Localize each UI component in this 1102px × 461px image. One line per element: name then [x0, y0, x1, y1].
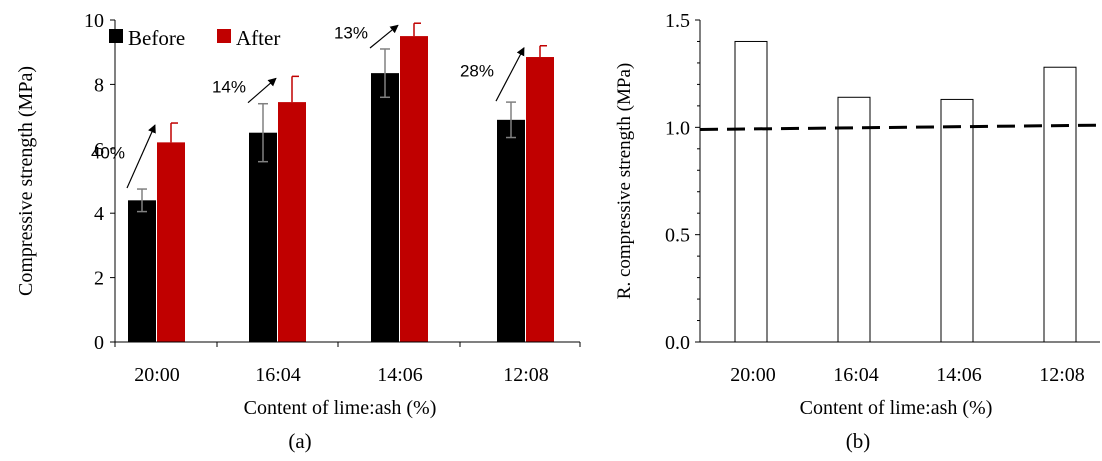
b-bar — [1043, 66, 1077, 343]
chart-panel-a: 40% 14% 13% 28% 0 2 4 6 8 10 20:00 16:04 14:06 12:0… — [15, 10, 581, 453]
b-y-tick-label: 1.0 — [665, 117, 690, 139]
a-increase-label: 28% — [460, 61, 494, 80]
legend-swatch-before — [109, 29, 123, 43]
a-y-tick-label: 2 — [94, 268, 104, 290]
a-x-tick-label: 16:04 — [255, 364, 301, 386]
b-bar — [734, 40, 768, 343]
b-bar — [940, 98, 974, 343]
b-reference-line — [699, 123, 1101, 131]
a-x-tick-label: 12:08 — [503, 364, 549, 386]
b-y-tick-label: 0.0 — [665, 332, 690, 354]
a-increase-arrow — [369, 24, 399, 49]
b-x-tick-label: 14:06 — [936, 364, 982, 386]
a-y-tick-label: 0 — [94, 332, 104, 354]
a-bar-before — [371, 73, 399, 342]
b-bars — [734, 40, 1077, 343]
a-y-tick-label: 8 — [94, 74, 104, 96]
b-y-tick-labels: 0.0 0.5 1.0 1.5 — [665, 10, 700, 354]
a-bar-after — [400, 36, 428, 342]
b-y-tick-label: 1.5 — [665, 10, 690, 32]
a-bar-after — [278, 102, 306, 342]
chart-panel-b: 0.0 0.5 1.0 1.5 20:00 16:04 14:06 12:08 R. com… — [614, 10, 1101, 453]
a-bar-after — [157, 142, 185, 342]
a-legend: Before After — [109, 26, 280, 50]
b-x-tick-label: 16:04 — [833, 364, 879, 386]
b-bar — [837, 96, 871, 343]
a-y-tick-labels: 0 2 4 6 8 10 — [84, 10, 115, 354]
a-y-tick-label: 6 — [94, 139, 104, 161]
a-x-axis-title: Content of lime:ash (%) — [244, 397, 437, 419]
a-increase-arrow — [495, 47, 525, 102]
a-bar-after — [526, 57, 554, 342]
a-y-tick-label: 10 — [84, 10, 104, 32]
a-x-tick-label: 20:00 — [134, 364, 180, 386]
legend-label-before: Before — [128, 26, 185, 50]
a-bar-before — [128, 200, 156, 342]
b-x-axis-title: Content of lime:ash (%) — [800, 397, 993, 419]
b-y-tick-label: 0.5 — [665, 225, 690, 247]
a-x-tick-labels: 20:00 16:04 14:06 12:08 — [114, 342, 581, 386]
a-x-tick-label: 14:06 — [377, 364, 423, 386]
legend-swatch-after — [217, 29, 231, 43]
b-x-tick-label: 12:08 — [1039, 364, 1085, 386]
a-error-bars — [137, 22, 547, 213]
b-y-axis-title: R. compressive strength (MPa) — [614, 63, 635, 299]
a-increase-arrow — [247, 77, 277, 104]
b-panel-label: (b) — [846, 429, 871, 453]
legend-label-after: After — [236, 26, 280, 50]
a-increase-label: 40% — [91, 144, 125, 163]
a-increase-label: 13% — [334, 24, 368, 43]
a-y-tick-label: 4 — [94, 203, 104, 225]
a-increase-arrow — [126, 124, 156, 189]
a-bar-before — [497, 119, 525, 342]
b-x-tick-label: 20:00 — [730, 364, 776, 386]
b-x-tick-labels: 20:00 16:04 14:06 12:08 — [730, 364, 1085, 386]
a-bar-before — [249, 132, 277, 342]
a-bars — [128, 36, 554, 342]
a-annotation-arrows: 40% 14% 13% 28% — [91, 24, 525, 189]
a-panel-label: (a) — [288, 429, 311, 453]
a-y-axis-title: Compressive strength (MPa) — [15, 66, 37, 296]
a-increase-label: 14% — [212, 78, 246, 97]
